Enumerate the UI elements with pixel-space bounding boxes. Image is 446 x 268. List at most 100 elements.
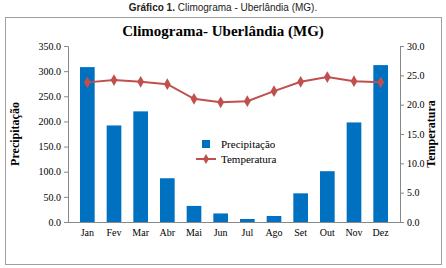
tick: 15.0 <box>400 129 425 140</box>
tick-label: Set <box>294 227 307 238</box>
tick: 0.0 <box>400 217 420 228</box>
tick: Mai <box>186 222 202 238</box>
tick-mark <box>400 163 404 164</box>
tick: Jan <box>81 222 94 238</box>
tick-label: 200.0 <box>39 116 62 127</box>
tick-label: 20.0 <box>407 99 425 110</box>
tick-label: 10.0 <box>407 158 425 169</box>
marker <box>217 96 224 108</box>
marker <box>84 76 91 88</box>
marker <box>351 75 358 87</box>
tick: Out <box>320 222 335 238</box>
bar <box>373 65 388 222</box>
tick-mark <box>400 134 404 135</box>
tick-mark <box>64 197 68 198</box>
marker <box>191 93 198 105</box>
marker <box>244 95 251 107</box>
tick-label: 350.0 <box>39 41 62 52</box>
tick: 250.0 <box>39 91 69 102</box>
tick-label: Ago <box>265 227 282 238</box>
tick: Fev <box>107 222 122 238</box>
tick: 150.0 <box>39 141 69 152</box>
tick-label: 50.0 <box>44 192 62 203</box>
tick: Nov <box>345 222 362 238</box>
caption: Gráfico 1. Climograma - Uberlândia (MG). <box>129 2 317 13</box>
bar <box>267 216 282 222</box>
tick: Ago <box>265 222 282 238</box>
legend-label: Precipitação <box>221 138 276 150</box>
tick-label: 0.0 <box>407 217 420 228</box>
tick-label: 150.0 <box>39 141 62 152</box>
tick-mark <box>400 75 404 76</box>
x-axis: Jan Fev Mar Abr Mai Jun Jul Ago Set Out Nov Dez <box>69 222 401 238</box>
tick-label: 25.0 <box>407 70 425 81</box>
axis-line <box>64 47 69 223</box>
tick: 50.0 <box>44 192 69 203</box>
bar <box>240 219 255 222</box>
y2-axis: 0.0 5.0 10.0 15.0 20.0 25.0 30.0 <box>400 41 425 228</box>
tick-label: Mai <box>186 227 202 238</box>
caption-number: Gráfico 1. <box>129 2 175 13</box>
legend-label: Temperatura <box>221 153 277 165</box>
tick: Jun <box>214 222 228 238</box>
y-axis: 0.0 50.0 100.0 150.0 200.0 250.0 300.0 350.0 <box>39 41 69 228</box>
legend-item: Precipitação <box>202 138 276 150</box>
title: Climograma- Uberlândia (MG) <box>122 23 324 40</box>
legend-swatch <box>202 140 210 148</box>
tick: Set <box>294 222 307 238</box>
tick-mark <box>400 222 404 223</box>
axis-line <box>69 222 401 223</box>
tick-label: 5.0 <box>407 187 420 198</box>
bar <box>107 125 122 222</box>
tick: 0.0 <box>49 217 69 228</box>
tick: 100.0 <box>39 166 69 177</box>
tick-mark <box>400 46 404 47</box>
tick-label: Jul <box>241 227 253 238</box>
legend-marker <box>203 154 209 164</box>
chart-frame <box>6 18 442 265</box>
tick-mark <box>64 222 68 223</box>
tick-label: Jun <box>214 227 228 238</box>
tick-label: Fev <box>107 227 122 238</box>
bar <box>187 206 202 222</box>
tick-label: 0.0 <box>49 217 62 228</box>
tick-label: Dez <box>373 227 390 238</box>
tick: 10.0 <box>400 158 425 169</box>
marker <box>164 78 171 90</box>
tick-label: Mar <box>132 227 149 238</box>
legend-item: Temperatura <box>196 153 277 165</box>
tick: 20.0 <box>400 99 425 110</box>
tick-label: 300.0 <box>39 66 62 77</box>
line <box>87 77 380 102</box>
tick: Jul <box>241 222 253 238</box>
marker <box>271 85 278 97</box>
tick-label: Abr <box>160 227 176 238</box>
marker <box>137 76 144 88</box>
legend: Precipitação Temperatura <box>196 138 277 165</box>
tick-mark <box>64 96 68 97</box>
y-axis-title: Precipitação <box>8 102 22 166</box>
tick: 350.0 <box>39 41 69 52</box>
tick-mark <box>400 105 404 106</box>
marker <box>377 76 384 88</box>
tick-mark <box>64 71 68 72</box>
tick: Mar <box>132 222 149 238</box>
tick-label: 15.0 <box>407 129 425 140</box>
axis-line <box>401 47 405 223</box>
bar <box>347 122 362 222</box>
tick-mark <box>64 147 68 148</box>
marker <box>297 76 304 88</box>
tick: 30.0 <box>400 41 425 52</box>
tick: 25.0 <box>400 70 425 81</box>
marker <box>111 74 118 86</box>
tick-mark <box>64 121 68 122</box>
tick-label: 100.0 <box>39 166 62 177</box>
marker <box>324 71 331 83</box>
tick-mark <box>400 193 404 194</box>
y2-axis-title: Temperatura <box>424 100 438 168</box>
tick-mark <box>64 46 68 47</box>
tick: 5.0 <box>400 187 420 198</box>
bar <box>160 178 175 222</box>
tick: 300.0 <box>39 66 69 77</box>
tick: Dez <box>373 222 390 238</box>
